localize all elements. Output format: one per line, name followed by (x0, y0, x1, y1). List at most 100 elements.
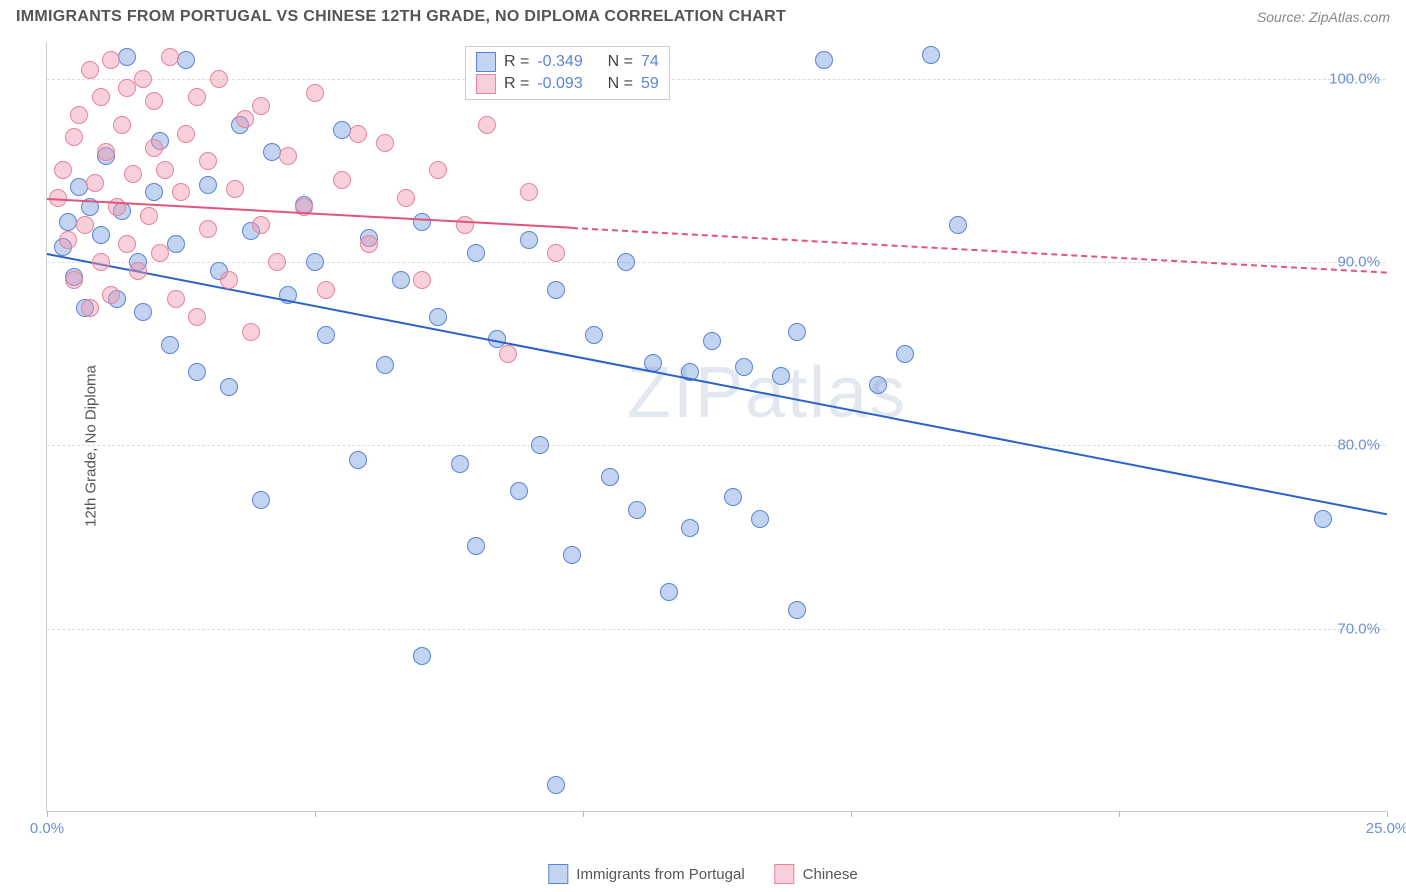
data-point (118, 235, 136, 253)
data-point (360, 235, 378, 253)
data-point (161, 336, 179, 354)
data-point (161, 48, 179, 66)
r-label: R = (504, 75, 529, 93)
gridline (47, 79, 1386, 80)
data-point (467, 244, 485, 262)
data-point (81, 299, 99, 317)
data-point (65, 128, 83, 146)
data-point (140, 207, 158, 225)
data-point (601, 468, 619, 486)
data-point (188, 363, 206, 381)
data-point (585, 326, 603, 344)
data-point (236, 110, 254, 128)
data-point (949, 216, 967, 234)
data-point (413, 213, 431, 231)
data-point (333, 171, 351, 189)
data-point (59, 231, 77, 249)
data-point (102, 286, 120, 304)
data-point (226, 180, 244, 198)
data-point (520, 231, 538, 249)
data-point (242, 323, 260, 341)
data-point (467, 537, 485, 555)
x-tick-label: 0.0% (30, 820, 64, 837)
x-tick-mark (47, 811, 48, 817)
data-point (188, 308, 206, 326)
y-tick-label: 70.0% (1337, 620, 1380, 637)
data-point (547, 281, 565, 299)
legend-swatch-icon (548, 864, 568, 884)
chart-header: IMMIGRANTS FROM PORTUGAL VS CHINESE 12TH… (0, 0, 1406, 30)
data-point (317, 326, 335, 344)
r-value: -0.093 (537, 75, 582, 93)
data-point (86, 174, 104, 192)
x-tick-mark (851, 811, 852, 817)
gridline (47, 445, 1386, 446)
data-point (177, 51, 195, 69)
data-point (156, 161, 174, 179)
data-point (54, 161, 72, 179)
data-point (392, 271, 410, 289)
r-value: -0.349 (537, 53, 582, 71)
trend-line (572, 227, 1387, 274)
data-point (151, 244, 169, 262)
data-point (617, 253, 635, 271)
data-point (531, 436, 549, 454)
data-point (376, 356, 394, 374)
data-point (429, 308, 447, 326)
data-point (333, 121, 351, 139)
data-point (220, 271, 238, 289)
r-label: R = (504, 53, 529, 71)
data-point (628, 501, 646, 519)
legend-swatch-icon (775, 864, 795, 884)
data-point (252, 97, 270, 115)
n-label: N = (608, 53, 633, 71)
data-point (751, 510, 769, 528)
data-point (788, 323, 806, 341)
data-point (413, 647, 431, 665)
legend-swatch-icon (476, 52, 496, 72)
data-point (510, 482, 528, 500)
data-point (547, 776, 565, 794)
x-tick-label: 25.0% (1366, 820, 1406, 837)
data-point (129, 262, 147, 280)
data-point (922, 46, 940, 64)
data-point (376, 134, 394, 152)
data-point (134, 70, 152, 88)
n-label: N = (608, 75, 633, 93)
data-point (772, 367, 790, 385)
data-point (547, 244, 565, 262)
data-point (145, 139, 163, 157)
data-point (815, 51, 833, 69)
data-point (167, 235, 185, 253)
scatter-chart: ZIPatlas 70.0%80.0%90.0%100.0%0.0%25.0%R… (46, 42, 1386, 812)
data-point (92, 253, 110, 271)
data-point (70, 106, 88, 124)
data-point (97, 143, 115, 161)
correlation-legend: R =-0.349 N =74R =-0.093 N =59 (465, 46, 670, 100)
data-point (456, 216, 474, 234)
data-point (413, 271, 431, 289)
data-point (59, 213, 77, 231)
data-point (306, 84, 324, 102)
data-point (520, 183, 538, 201)
data-point (429, 161, 447, 179)
correlation-row: R = -0.093 N = 59 (476, 73, 659, 95)
data-point (199, 176, 217, 194)
data-point (660, 583, 678, 601)
legend-swatch-icon (476, 74, 496, 94)
data-point (92, 88, 110, 106)
data-point (124, 165, 142, 183)
legend-label: Immigrants from Portugal (576, 866, 744, 883)
x-tick-mark (1119, 811, 1120, 817)
n-value: 59 (641, 75, 659, 93)
data-point (113, 116, 131, 134)
data-point (735, 358, 753, 376)
data-point (478, 116, 496, 134)
gridline (47, 629, 1386, 630)
data-point (681, 519, 699, 537)
y-tick-label: 100.0% (1329, 70, 1380, 87)
data-point (199, 220, 217, 238)
data-point (397, 189, 415, 207)
data-point (268, 253, 286, 271)
legend-item-chinese: Chinese (775, 864, 858, 884)
